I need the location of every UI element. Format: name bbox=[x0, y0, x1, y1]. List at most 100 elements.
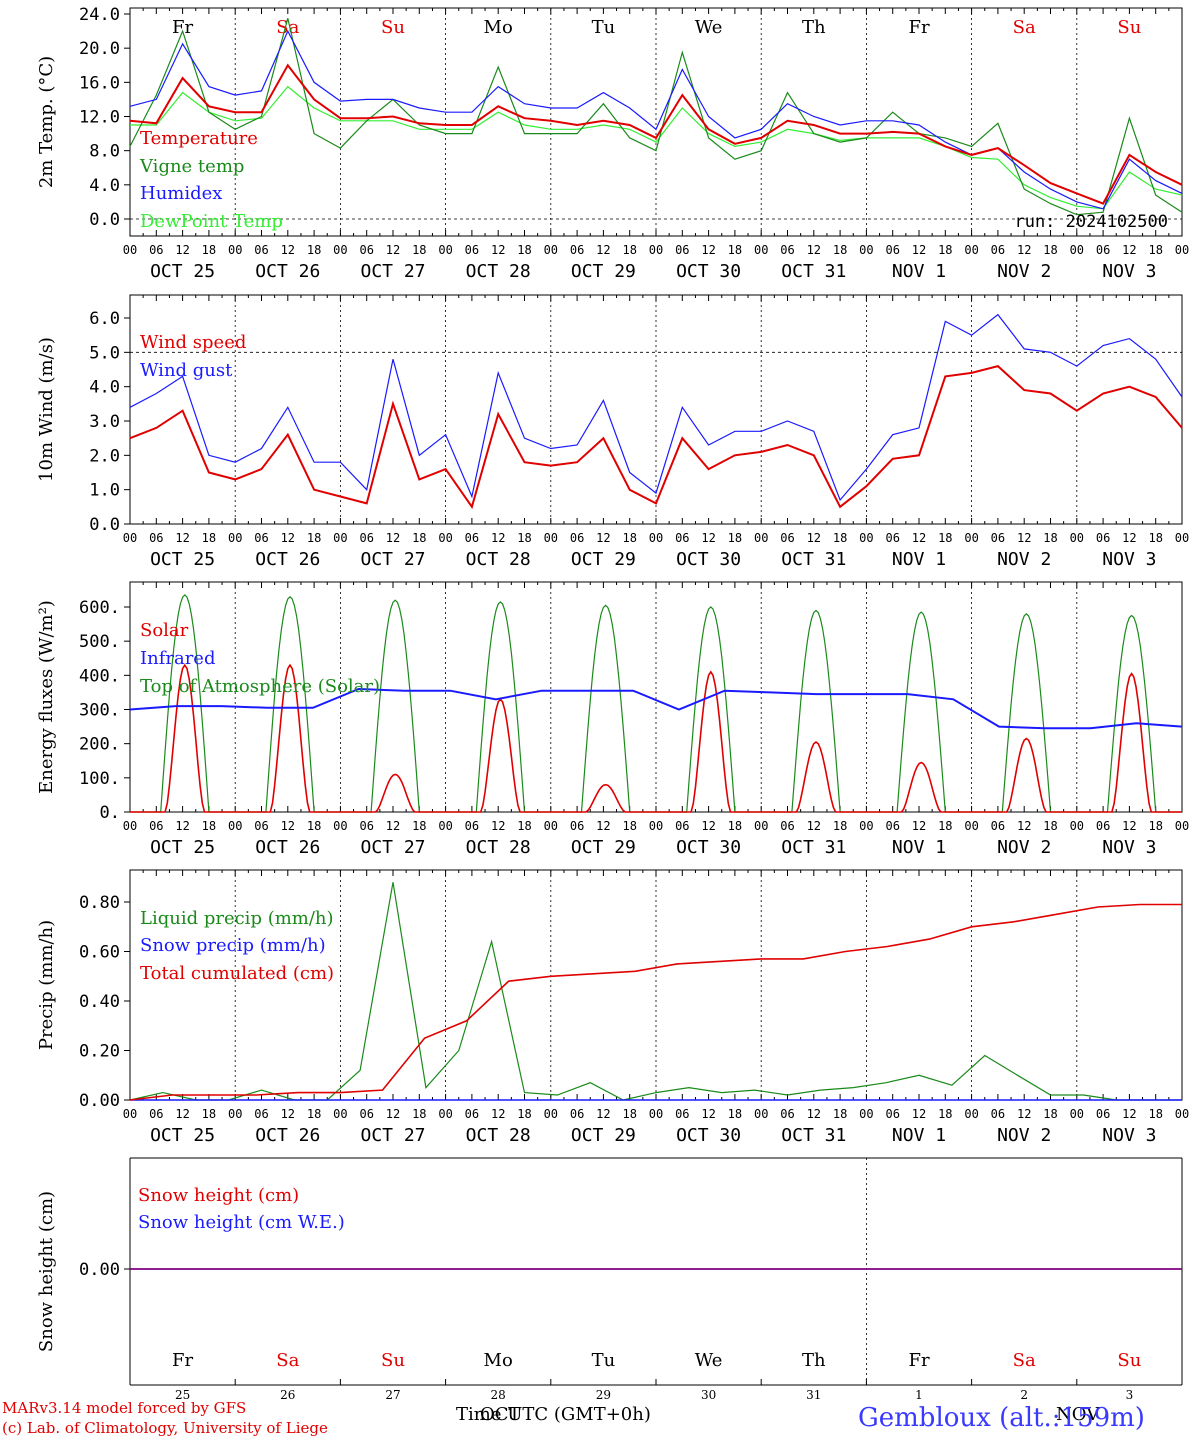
hour-tick-label: 12 bbox=[807, 243, 821, 257]
hour-tick-label: 06 bbox=[885, 243, 899, 257]
y-axis-label: 2m Temp. (°C) bbox=[36, 56, 57, 188]
day-label: NOV 3 bbox=[1102, 549, 1156, 570]
y-tick-label: 0.60 bbox=[79, 943, 120, 963]
weekday-label: Tu bbox=[592, 17, 616, 38]
hour-tick-label: 00 bbox=[333, 531, 347, 545]
hour-tick-label: 06 bbox=[359, 1107, 373, 1121]
y-tick-label: 100. bbox=[79, 769, 120, 789]
hour-tick-label: 18 bbox=[1043, 819, 1057, 833]
time-axis-label: Time UTC (GMT+0h) bbox=[456, 1404, 651, 1425]
weekday-label: Sa bbox=[276, 1350, 299, 1371]
day-label: OCT 29 bbox=[571, 549, 636, 570]
hour-tick-label: 18 bbox=[833, 1107, 847, 1121]
hour-tick-label: 00 bbox=[859, 819, 873, 833]
day-label: OCT 30 bbox=[676, 837, 741, 858]
day-label: NOV 2 bbox=[997, 261, 1051, 282]
weekday-label: Su bbox=[381, 1350, 405, 1371]
hour-tick-label: 00 bbox=[964, 819, 978, 833]
hour-tick-label: 06 bbox=[570, 243, 584, 257]
hour-tick-label: 00 bbox=[859, 243, 873, 257]
weekday-label: Sa bbox=[276, 17, 299, 38]
hour-tick-label: 18 bbox=[202, 819, 216, 833]
hour-tick-label: 00 bbox=[544, 1107, 558, 1121]
hour-tick-label: 18 bbox=[412, 1107, 426, 1121]
day-label: NOV 1 bbox=[892, 1125, 946, 1146]
hour-tick-label: 00 bbox=[754, 531, 768, 545]
weekday-label: Th bbox=[802, 1350, 826, 1371]
hour-tick-label: 18 bbox=[1148, 531, 1162, 545]
hour-tick-label: 12 bbox=[912, 1107, 926, 1121]
hour-tick-label: 18 bbox=[1148, 243, 1162, 257]
hour-tick-label: 06 bbox=[1096, 243, 1110, 257]
day-number-label: 2 bbox=[1020, 1388, 1028, 1402]
hour-tick-label: 00 bbox=[649, 243, 663, 257]
hour-tick-label: 18 bbox=[1043, 1107, 1057, 1121]
legend-entry: Infrared bbox=[140, 648, 215, 669]
day-label: OCT 28 bbox=[466, 837, 531, 858]
hour-tick-label: 06 bbox=[675, 531, 689, 545]
hour-tick-label: 00 bbox=[1175, 243, 1189, 257]
day-label: OCT 25 bbox=[150, 837, 215, 858]
day-number-label: 30 bbox=[701, 1388, 716, 1402]
hour-tick-label: 06 bbox=[885, 819, 899, 833]
legend-entry: Total cumulated (cm) bbox=[140, 963, 334, 984]
hour-tick-label: 18 bbox=[412, 531, 426, 545]
weekday-label: We bbox=[695, 17, 723, 38]
hour-tick-label: 12 bbox=[491, 1107, 505, 1121]
hour-tick-label: 06 bbox=[465, 243, 479, 257]
legend-entry: Wind gust bbox=[140, 360, 233, 381]
panel-1: 00 06 12 18 OCT 25 00 06 12 18 OCT 26 00 06 12 18 OCT … bbox=[36, 5, 1189, 282]
day-label: NOV 2 bbox=[997, 1125, 1051, 1146]
hour-tick-label: 12 bbox=[912, 243, 926, 257]
hour-tick-label: 00 bbox=[333, 819, 347, 833]
legend-entry: Liquid precip (mm/h) bbox=[140, 908, 334, 929]
hour-tick-label: 00 bbox=[754, 243, 768, 257]
hour-tick-label: 18 bbox=[202, 531, 216, 545]
hour-tick-label: 06 bbox=[359, 243, 373, 257]
legend-entry: Snow precip (mm/h) bbox=[140, 935, 326, 956]
day-label: OCT 27 bbox=[360, 1125, 425, 1146]
hour-tick-label: 18 bbox=[1148, 1107, 1162, 1121]
hour-tick-label: 12 bbox=[386, 531, 400, 545]
hour-tick-label: 18 bbox=[307, 1107, 321, 1121]
hour-tick-label: 06 bbox=[675, 819, 689, 833]
y-tick-label: 0.00 bbox=[79, 1260, 120, 1280]
day-number-label: 29 bbox=[596, 1388, 611, 1402]
hour-tick-label: 12 bbox=[807, 1107, 821, 1121]
weekday-label: Fr bbox=[172, 1350, 193, 1371]
y-tick-label: 600. bbox=[79, 598, 120, 618]
hour-tick-label: 12 bbox=[175, 1107, 189, 1121]
hour-tick-label: 00 bbox=[964, 531, 978, 545]
hour-tick-label: 00 bbox=[544, 531, 558, 545]
y-tick-label: 5.0 bbox=[89, 343, 120, 363]
hour-tick-label: 00 bbox=[859, 531, 873, 545]
hour-tick-label: 06 bbox=[149, 531, 163, 545]
y-tick-label: 24.0 bbox=[79, 5, 120, 25]
weekday-label: Su bbox=[1117, 17, 1141, 38]
legend-entry: DewPoint Temp bbox=[140, 211, 283, 232]
hour-tick-label: 18 bbox=[307, 243, 321, 257]
y-tick-label: 0.20 bbox=[79, 1042, 120, 1062]
hour-tick-label: 06 bbox=[359, 531, 373, 545]
series-line-solar bbox=[130, 663, 1182, 813]
hour-tick-label: 12 bbox=[596, 1107, 610, 1121]
hour-tick-label: 18 bbox=[307, 531, 321, 545]
day-label: OCT 25 bbox=[150, 549, 215, 570]
hour-tick-label: 18 bbox=[728, 243, 742, 257]
hour-tick-label: 12 bbox=[1122, 243, 1136, 257]
series-line-humidex bbox=[129, 29, 1183, 210]
hour-tick-label: 06 bbox=[254, 819, 268, 833]
credits: MARv3.14 model forced by GFS (c) Lab. of… bbox=[2, 1398, 328, 1438]
hour-tick-label: 06 bbox=[465, 819, 479, 833]
hour-tick-label: 12 bbox=[386, 1107, 400, 1121]
hour-tick-label: 00 bbox=[1175, 1107, 1189, 1121]
weekday-label: Fr bbox=[908, 1350, 929, 1371]
hour-tick-label: 06 bbox=[570, 531, 584, 545]
y-tick-label: 4.0 bbox=[89, 176, 120, 196]
hour-tick-label: 12 bbox=[596, 819, 610, 833]
legend-entry: Humidex bbox=[140, 183, 222, 204]
hour-tick-label: 18 bbox=[938, 531, 952, 545]
legend-entry: Temperature bbox=[140, 128, 258, 149]
legend-entry: Wind speed bbox=[140, 332, 246, 353]
